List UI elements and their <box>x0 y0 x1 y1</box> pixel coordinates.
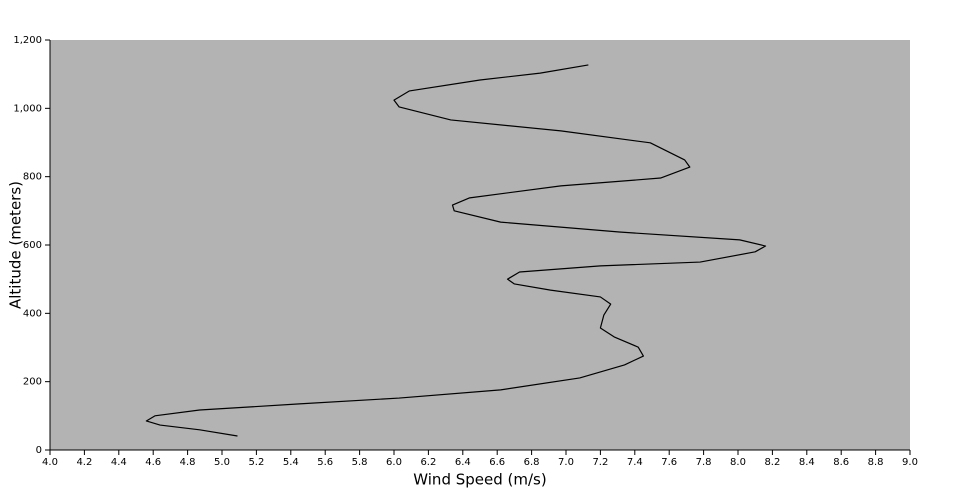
y-tick-label: 0 <box>36 445 42 456</box>
x-tick-label: 7.6 <box>661 457 677 468</box>
y-axis-title: Altitude (meters) <box>7 181 25 309</box>
x-tick-label: 4.4 <box>111 457 127 468</box>
y-tick-label: 800 <box>23 172 42 183</box>
x-tick-label: 8.2 <box>764 457 780 468</box>
x-tick-label: 4.6 <box>145 457 161 468</box>
y-tick-label: 1,000 <box>13 103 42 114</box>
x-tick-label: 7.2 <box>592 457 608 468</box>
x-tick-label: 7.4 <box>627 457 643 468</box>
x-tick-label: 6.0 <box>386 457 402 468</box>
y-tick-label: 600 <box>23 240 42 251</box>
x-tick-label: 4.2 <box>76 457 92 468</box>
y-tick-label: 200 <box>23 377 42 388</box>
x-tick-label: 5.8 <box>352 457 368 468</box>
x-tick-label: 4.0 <box>42 457 58 468</box>
x-tick-label: 6.6 <box>489 457 505 468</box>
x-tick-label: 6.4 <box>455 457 471 468</box>
x-tick-label: 5.6 <box>317 457 333 468</box>
x-tick-label: 5.0 <box>214 457 230 468</box>
x-tick-label: 6.8 <box>524 457 540 468</box>
x-tick-label: 8.6 <box>833 457 849 468</box>
x-tick-label: 5.2 <box>248 457 264 468</box>
x-tick-label: 7.8 <box>696 457 712 468</box>
x-tick-label: 6.2 <box>420 457 436 468</box>
x-tick-label: 7.0 <box>558 457 574 468</box>
y-tick-label: 1,200 <box>13 35 42 46</box>
y-tick-label: 400 <box>23 308 42 319</box>
line <box>145 64 767 437</box>
x-tick-label: 9.0 <box>902 457 918 468</box>
x-tick-label: 8.8 <box>868 457 884 468</box>
x-tick-label: 8.0 <box>730 457 746 468</box>
x-axis-title: Wind Speed (m/s) <box>413 471 546 489</box>
plot-area <box>50 40 910 450</box>
x-tick-label: 8.4 <box>799 457 815 468</box>
x-tick-label: 4.8 <box>180 457 196 468</box>
x-tick-label: 5.4 <box>283 457 299 468</box>
